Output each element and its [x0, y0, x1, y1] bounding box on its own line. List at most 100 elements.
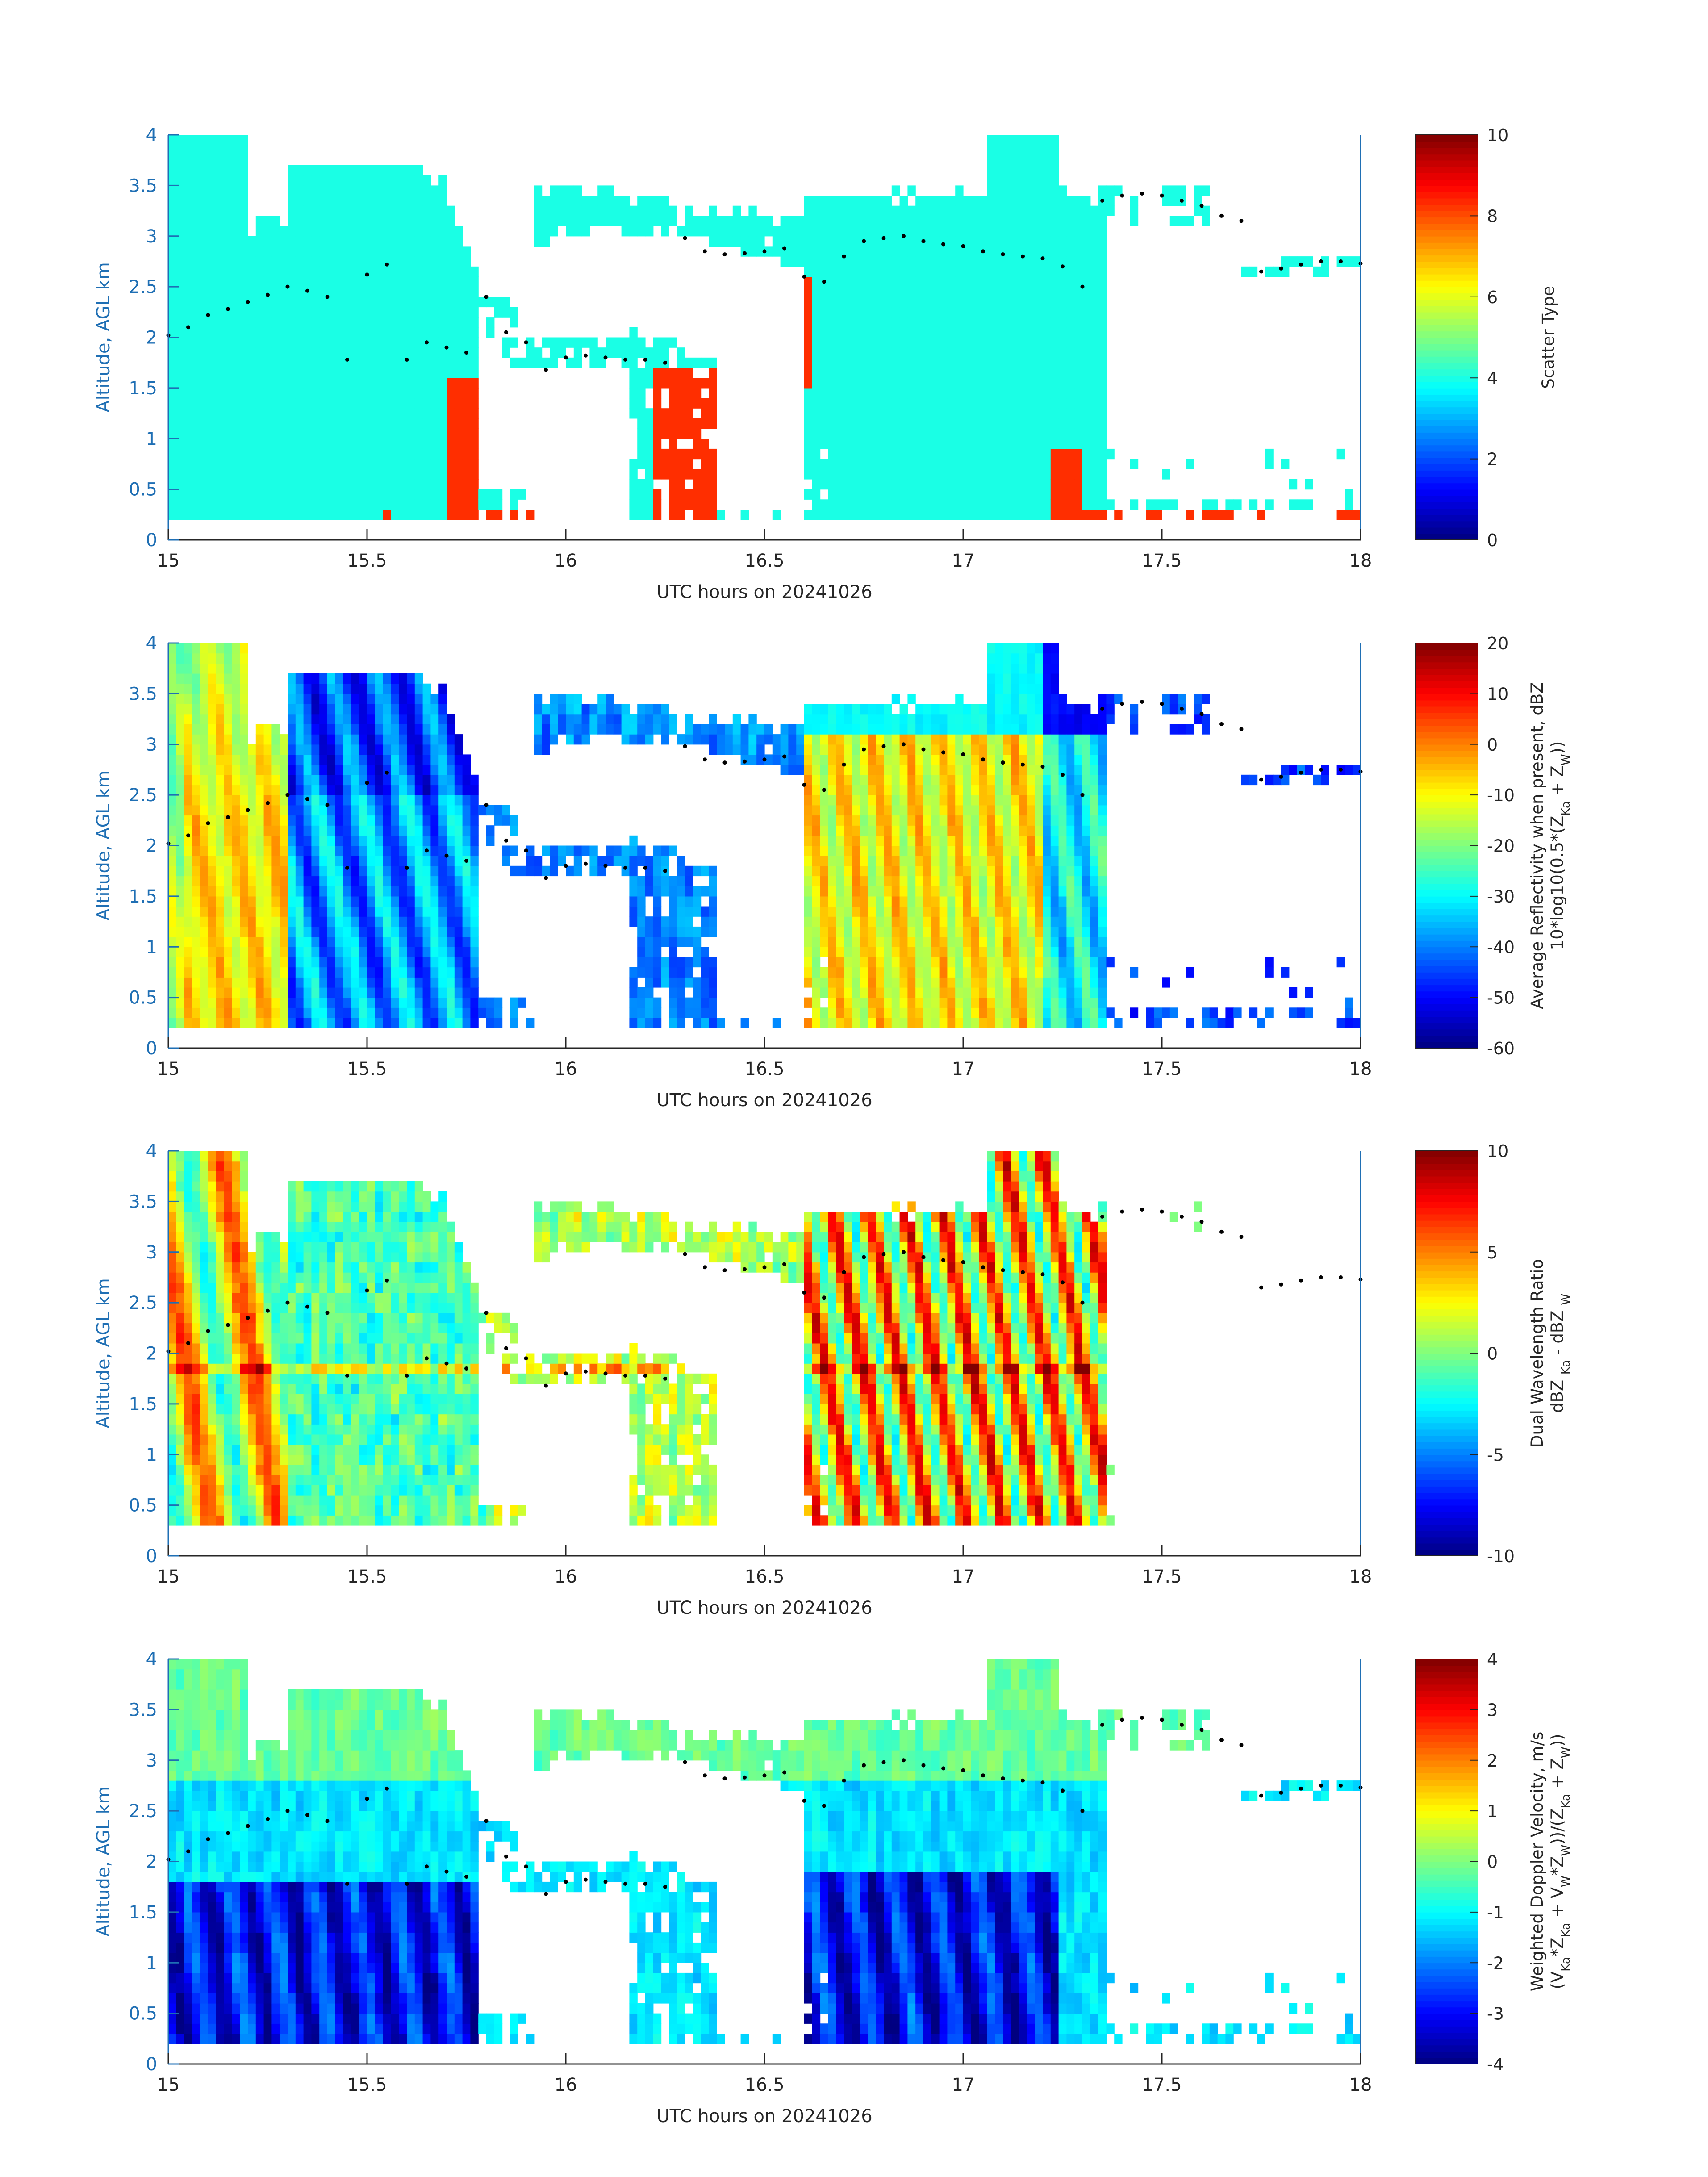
heatmap-cell — [685, 1007, 693, 1018]
heatmap-cell — [1178, 216, 1186, 226]
heatmap-cell — [1074, 205, 1083, 216]
heatmap-cell — [224, 967, 232, 978]
heatmap-cell — [359, 510, 367, 520]
heatmap-cell — [438, 977, 447, 988]
heatmap-cell — [963, 307, 972, 318]
heatmap-cell — [462, 815, 471, 826]
heatmap-cell — [645, 886, 654, 897]
heatmap-cell — [375, 448, 384, 460]
heatmap-cells — [168, 135, 1361, 520]
heatmap-cell — [1043, 216, 1051, 226]
heatmap-cell — [248, 947, 256, 957]
heatmap-cell — [907, 216, 916, 226]
heatmap-cell — [852, 287, 860, 297]
heatmap-cell — [589, 845, 598, 856]
heatmap-cell — [884, 196, 892, 206]
heatmap-cell — [399, 856, 407, 866]
heatmap-cell — [907, 266, 916, 277]
heatmap-cell — [430, 499, 439, 510]
heatmap-cell — [271, 876, 280, 886]
heatmap-cell — [367, 704, 376, 715]
heatmap-cell — [550, 196, 558, 206]
heatmap-cell — [589, 865, 598, 877]
heatmap-cell — [637, 947, 646, 957]
heatmap-cell — [391, 499, 399, 510]
heatmap-cell — [915, 297, 924, 308]
heatmap-cell — [168, 327, 177, 338]
heatmap-cell — [359, 216, 367, 226]
heatmap-cell — [168, 673, 177, 684]
heatmap-cell — [931, 347, 940, 358]
heatmap-cell — [367, 785, 376, 795]
heatmap-cell — [955, 337, 964, 348]
heatmap-cell — [812, 815, 821, 826]
heatmap-cell — [884, 226, 892, 237]
heatmap-cell — [732, 714, 741, 724]
heatmap-cell — [208, 785, 217, 795]
heatmap-cell — [661, 347, 669, 358]
heatmap-cell — [438, 1007, 447, 1018]
heatmap-cell — [208, 957, 217, 968]
heatmap-cell — [407, 337, 415, 348]
heatmap-cell — [462, 987, 471, 998]
heatmap-cell — [414, 297, 423, 308]
heatmap-cell — [184, 683, 192, 694]
heatmap-cell — [462, 1007, 471, 1018]
colorbar-swatch — [1416, 192, 1478, 199]
heatmap-cell — [216, 765, 225, 775]
heatmap-cell — [1162, 185, 1170, 196]
heatmap-cell — [184, 916, 192, 927]
heatmap-cell — [248, 347, 256, 358]
heatmap-cell — [200, 418, 209, 429]
marker-point — [365, 272, 369, 277]
heatmap-cell — [1027, 368, 1035, 378]
heatmap-cell — [534, 734, 543, 745]
heatmap-cell — [852, 469, 860, 480]
heatmap-cell — [383, 926, 391, 937]
heatmap-cell — [255, 845, 264, 856]
heatmap-cell — [240, 287, 248, 297]
heatmap-cell — [383, 175, 391, 186]
heatmap-cell — [438, 845, 447, 856]
heatmap-cell — [526, 347, 535, 358]
heatmap-cell — [414, 785, 423, 795]
heatmap-cell — [447, 246, 455, 257]
heatmap-cell — [987, 439, 995, 449]
colorbar-swatch — [1416, 166, 1478, 173]
heatmap-cell — [335, 856, 344, 866]
heatmap-cell — [470, 307, 479, 318]
heatmap-cell — [399, 1007, 407, 1018]
heatmap-cell — [931, 226, 940, 237]
heatmap-cell — [804, 236, 813, 247]
heatmap-cell — [391, 347, 399, 358]
heatmap-cell — [534, 196, 543, 206]
heatmap-cell — [263, 408, 272, 419]
heatmap-cell — [1035, 408, 1043, 419]
heatmap-cell — [971, 357, 980, 368]
heatmap-cell — [955, 469, 964, 480]
heatmap-cell — [255, 724, 264, 735]
heatmap-cell — [852, 448, 860, 460]
heatmap-cell — [208, 236, 217, 247]
heatmap-cell — [868, 398, 876, 409]
heatmap-cell — [224, 926, 232, 937]
heatmap-cell — [1003, 236, 1011, 247]
heatmap-cell — [1050, 510, 1059, 520]
heatmap-cell — [947, 307, 956, 318]
heatmap-cell — [971, 459, 980, 469]
colorbar-swatch — [1416, 426, 1478, 433]
heatmap-cell — [351, 510, 359, 520]
heatmap-cell — [915, 226, 924, 237]
heatmap-cell — [391, 307, 399, 318]
heatmap-cell — [192, 987, 200, 998]
heatmap-cell — [407, 357, 415, 368]
heatmap-cell — [263, 967, 272, 978]
heatmap-cell — [947, 499, 956, 510]
heatmap-cell — [1027, 165, 1035, 176]
heatmap-cell — [1011, 439, 1019, 449]
heatmap-cell — [860, 256, 868, 267]
heatmap-cell — [645, 957, 654, 968]
heatmap-cell — [399, 205, 407, 216]
heatmap-cell — [303, 489, 312, 500]
heatmap-cell — [637, 408, 646, 419]
